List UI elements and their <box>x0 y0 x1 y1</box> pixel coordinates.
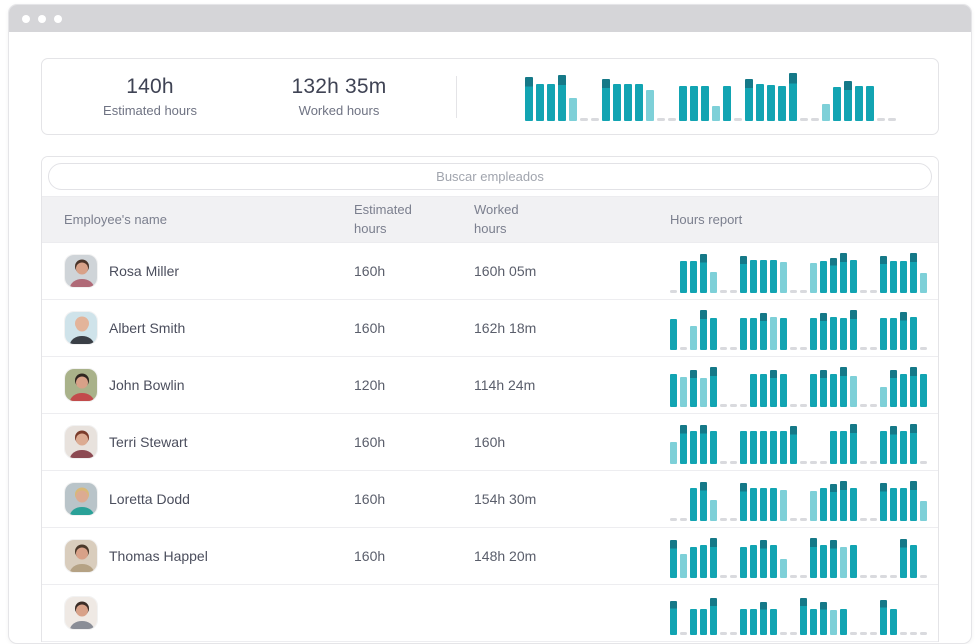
employee-worked-hours: 114h 24m <box>474 377 670 393</box>
employee-estimated-hours: 160h <box>354 434 474 450</box>
employee-estimated-hours: 160h <box>354 263 474 279</box>
table-row[interactable]: Rosa Miller 160h 160h 05m <box>42 243 938 300</box>
employee-hours-report-chart <box>670 306 927 350</box>
employee-estimated-hours: 120h <box>354 377 474 393</box>
table-row[interactable]: Terri Stewart 160h 160h <box>42 414 938 471</box>
employee-name: Loretta Dodd <box>109 491 190 507</box>
employee-hours-report-chart <box>670 534 927 578</box>
worked-hours-label: Worked hours <box>258 103 420 118</box>
estimated-hours-label: Estimated hours <box>42 103 258 118</box>
employee-name: Terri Stewart <box>109 434 188 450</box>
employee-worked-hours: 148h 20m <box>474 548 670 564</box>
employee-name: Albert Smith <box>109 320 185 336</box>
employee-estimated-hours: 160h <box>354 548 474 564</box>
employee-worked-hours: 160h 05m <box>474 263 670 279</box>
search-input[interactable] <box>48 163 932 190</box>
column-header-hours-report: Hours report <box>670 212 938 227</box>
search-bar-container <box>42 157 938 196</box>
employee-hours-report-chart <box>670 591 927 635</box>
table-body: Rosa Miller 160h 160h 05m Albert Smith 1… <box>42 243 938 642</box>
employee-worked-hours: 162h 18m <box>474 320 670 336</box>
window-control-dot[interactable] <box>54 15 62 23</box>
column-header-worked-hours: Worked hours <box>474 201 546 239</box>
employee-avatar <box>64 596 98 630</box>
employee-hours-report-chart <box>670 249 927 293</box>
employee-avatar <box>64 482 98 516</box>
employee-worked-hours: 154h 30m <box>474 491 670 507</box>
employee-hours-report-chart <box>670 477 927 521</box>
employee-avatar <box>64 425 98 459</box>
employee-avatar <box>64 311 98 345</box>
employee-hours-report-chart <box>670 363 927 407</box>
estimated-hours-value: 140h <box>42 75 258 99</box>
window-titlebar <box>9 5 971 32</box>
employee-hours-report-chart <box>670 420 927 464</box>
employee-avatar <box>64 254 98 288</box>
worked-hours-stat: 132h 35m Worked hours <box>258 75 420 118</box>
employee-name: John Bowlin <box>109 377 185 393</box>
employee-name: Rosa Miller <box>109 263 179 279</box>
table-row[interactable]: Loretta Dodd 160h 154h 30m <box>42 471 938 528</box>
employee-avatar <box>64 539 98 573</box>
summary-card: 140h Estimated hours 132h 35m Worked hou… <box>41 58 939 135</box>
app-window: 140h Estimated hours 132h 35m Worked hou… <box>8 4 972 644</box>
window-control-dot[interactable] <box>38 15 46 23</box>
employee-estimated-hours: 160h <box>354 320 474 336</box>
window-control-dot[interactable] <box>22 15 30 23</box>
employee-avatar <box>64 368 98 402</box>
table-row[interactable]: Albert Smith 160h 162h 18m <box>42 300 938 357</box>
employee-estimated-hours: 160h <box>354 491 474 507</box>
table-row[interactable]: John Bowlin 120h 114h 24m <box>42 357 938 414</box>
worked-hours-value: 132h 35m <box>258 75 420 99</box>
employee-worked-hours: 160h <box>474 434 670 450</box>
estimated-hours-stat: 140h Estimated hours <box>42 75 258 118</box>
table-row[interactable]: Thomas Happel 160h 148h 20m <box>42 528 938 585</box>
summary-divider <box>456 76 457 118</box>
employees-table-card: Employee's name Estimated hours Worked h… <box>41 156 939 642</box>
column-header-employee-name: Employee's name <box>42 212 354 227</box>
table-row[interactable] <box>42 585 938 642</box>
table-header-row: Employee's name Estimated hours Worked h… <box>42 196 938 243</box>
summary-hours-chart <box>525 73 896 121</box>
column-header-estimated-hours: Estimated hours <box>354 201 426 239</box>
employee-name: Thomas Happel <box>109 548 208 564</box>
